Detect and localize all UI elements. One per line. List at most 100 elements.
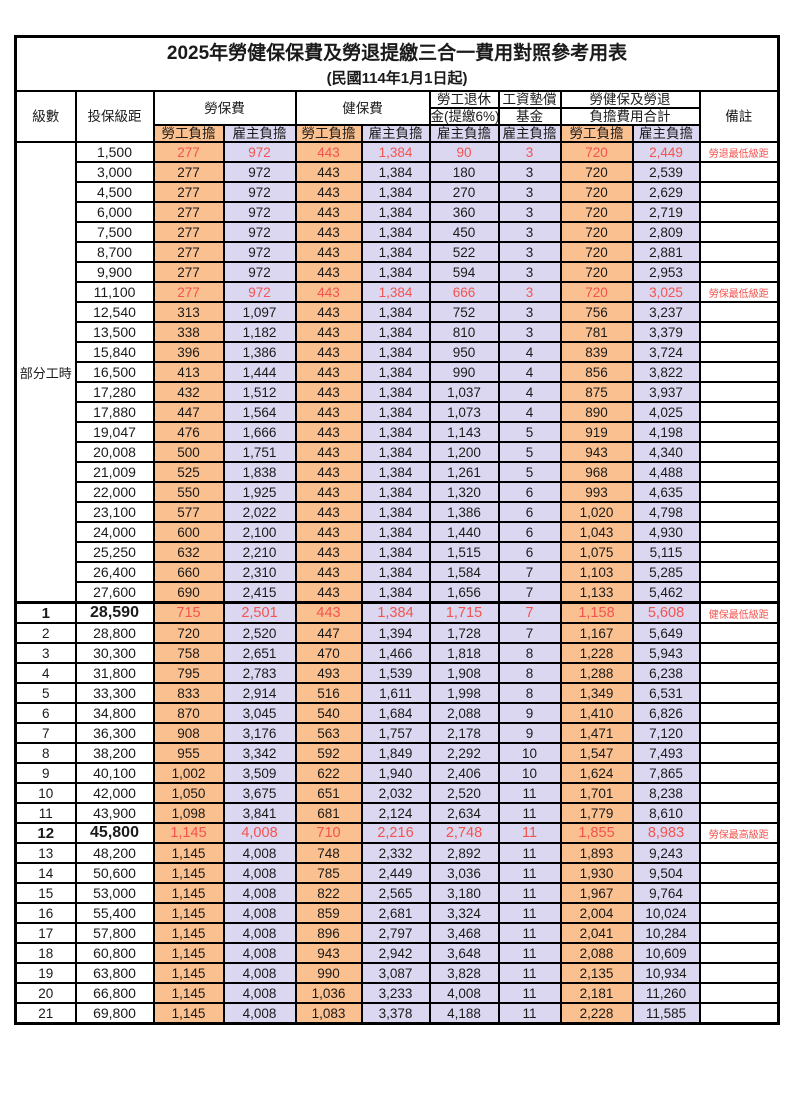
header-wage-fund-line2: 基金 xyxy=(497,107,562,126)
bracket-cell: 28,800 xyxy=(74,622,155,644)
table-row: 4,500 277 972 443 1,384 270 3 720 2,629 xyxy=(16,181,780,203)
total-employee-cell: 1,471 xyxy=(559,722,634,744)
labor-ins-employee-cell: 720 xyxy=(152,622,225,644)
labor-ins-employer-cell: 4,008 xyxy=(222,942,297,964)
total-employer-cell: 7,120 xyxy=(631,722,701,744)
wage-fund-employer-cell: 11 xyxy=(497,882,562,904)
total-employer-cell: 4,488 xyxy=(631,461,701,483)
bracket-cell: 26,400 xyxy=(74,561,155,583)
pension-employer-cell: 1,998 xyxy=(428,682,500,704)
remark-cell xyxy=(698,381,780,403)
remark-cell xyxy=(698,682,780,704)
wage-fund-employer-cell: 6 xyxy=(497,481,562,503)
bracket-cell: 12,540 xyxy=(74,301,155,323)
total-employee-cell: 2,004 xyxy=(559,902,634,924)
table-row: 14 50,600 1,145 4,008 785 2,449 3,036 11 1,930 9,… xyxy=(14,862,780,884)
labor-ins-employer-cell: 4,008 xyxy=(222,922,297,944)
health-ins-employee-cell: 443 xyxy=(294,161,363,183)
total-employee-cell: 839 xyxy=(559,341,634,363)
wage-fund-employer-cell: 11 xyxy=(497,782,562,804)
health-ins-employer-cell: 1,384 xyxy=(360,161,431,183)
total-employer-cell: 9,243 xyxy=(631,842,701,864)
total-employer-cell: 3,025 xyxy=(631,281,701,303)
labor-ins-employer-cell: 2,210 xyxy=(222,541,297,563)
labor-ins-employer-cell: 4,008 xyxy=(222,862,297,884)
health-ins-employer-cell: 3,378 xyxy=(360,1002,431,1025)
bracket-cell: 53,000 xyxy=(74,882,155,904)
total-employer-cell: 10,609 xyxy=(631,942,701,964)
labor-ins-employee-cell: 277 xyxy=(152,201,225,223)
labor-ins-employer-cell: 2,310 xyxy=(222,561,297,583)
remark-cell xyxy=(698,321,780,343)
wage-fund-employer-cell: 11 xyxy=(497,862,562,884)
pension-employer-cell: 1,715 xyxy=(428,601,500,624)
health-ins-employer-cell: 1,466 xyxy=(360,642,431,664)
total-employee-cell: 2,181 xyxy=(559,982,634,1004)
remark-cell xyxy=(698,642,780,664)
total-employer-cell: 5,462 xyxy=(631,581,701,604)
labor-ins-employee-cell: 577 xyxy=(152,501,225,523)
total-employee-cell: 2,088 xyxy=(559,942,634,964)
labor-ins-employer-cell: 1,925 xyxy=(222,481,297,503)
level-cell: 6 xyxy=(14,702,77,724)
health-ins-employer-cell: 1,384 xyxy=(360,461,431,483)
bracket-cell: 50,600 xyxy=(74,862,155,884)
labor-ins-employee-cell: 1,145 xyxy=(152,942,225,964)
labor-ins-employee-cell: 396 xyxy=(152,341,225,363)
total-employee-cell: 1,701 xyxy=(559,782,634,804)
total-employee-cell: 1,930 xyxy=(559,862,634,884)
total-employer-cell: 3,724 xyxy=(631,341,701,363)
total-employee-cell: 720 xyxy=(559,281,634,303)
bracket-cell: 31,800 xyxy=(74,662,155,684)
health-ins-employee-cell: 443 xyxy=(294,561,363,583)
wage-fund-employer-cell: 3 xyxy=(497,161,562,183)
level-cell: 3 xyxy=(14,642,77,664)
health-ins-employer-cell: 1,384 xyxy=(360,581,431,604)
wage-fund-employer-cell: 8 xyxy=(497,642,562,664)
health-ins-employee-cell: 859 xyxy=(294,902,363,924)
total-employee-cell: 720 xyxy=(559,161,634,183)
level-cell: 4 xyxy=(14,662,77,684)
labor-ins-employer-cell: 972 xyxy=(222,261,297,283)
labor-ins-employee-cell: 1,145 xyxy=(152,902,225,924)
total-employer-cell: 5,649 xyxy=(631,622,701,644)
table-row: 7,500 277 972 443 1,384 450 3 720 2,809 xyxy=(16,221,780,243)
remark-cell xyxy=(698,461,780,483)
table-row: 5 33,300 833 2,914 516 1,611 1,998 8 1,349 6,531 xyxy=(14,682,780,704)
bracket-cell: 13,500 xyxy=(74,321,155,343)
wage-fund-employer-cell: 3 xyxy=(497,321,562,343)
wage-fund-employer-cell: 8 xyxy=(497,662,562,684)
remark-cell: 健保最低級距 xyxy=(698,601,780,624)
labor-ins-employer-cell: 972 xyxy=(222,281,297,303)
wage-fund-employer-cell: 9 xyxy=(497,722,562,744)
total-employer-cell: 8,610 xyxy=(631,802,701,824)
remark-cell xyxy=(698,261,780,283)
bracket-cell: 33,300 xyxy=(74,682,155,704)
health-ins-employer-cell: 1,384 xyxy=(360,241,431,263)
wage-fund-employer-cell: 11 xyxy=(497,822,562,844)
wage-fund-employer-cell: 4 xyxy=(497,361,562,383)
table-row: 10 42,000 1,050 3,675 651 2,032 2,520 11 1,701 8,… xyxy=(14,782,780,804)
health-ins-employer-cell: 1,394 xyxy=(360,622,431,644)
wage-fund-employer-cell: 3 xyxy=(497,221,562,243)
remark-cell xyxy=(698,541,780,563)
total-employee-cell: 1,020 xyxy=(559,501,634,523)
level-cell: 19 xyxy=(14,962,77,984)
level-cell: 16 xyxy=(14,902,77,924)
total-employee-cell: 781 xyxy=(559,321,634,343)
table-row: 15 53,000 1,145 4,008 822 2,565 3,180 11 1,967 9,… xyxy=(14,882,780,904)
table-row: 22,000 550 1,925 443 1,384 1,320 6 993 4,635 xyxy=(16,481,780,503)
header-level: 級數 xyxy=(14,90,77,143)
table-row: 18 60,800 1,145 4,008 943 2,942 3,648 11 2,088 10… xyxy=(14,942,780,964)
pension-employer-cell: 666 xyxy=(428,281,500,303)
table-row: 17,280 432 1,512 443 1,384 1,037 4 875 3,937 xyxy=(16,381,780,403)
pension-employer-cell: 450 xyxy=(428,221,500,243)
health-ins-employer-cell: 1,384 xyxy=(360,381,431,403)
header-pension-line2: 金(提繳6%) xyxy=(428,107,500,126)
pension-employer-cell: 3,648 xyxy=(428,942,500,964)
health-ins-employee-cell: 470 xyxy=(294,642,363,664)
labor-ins-employee-cell: 715 xyxy=(152,601,225,624)
total-employee-cell: 720 xyxy=(559,221,634,243)
labor-ins-employer-cell: 2,100 xyxy=(222,521,297,543)
labor-ins-employer-cell: 2,022 xyxy=(222,501,297,523)
